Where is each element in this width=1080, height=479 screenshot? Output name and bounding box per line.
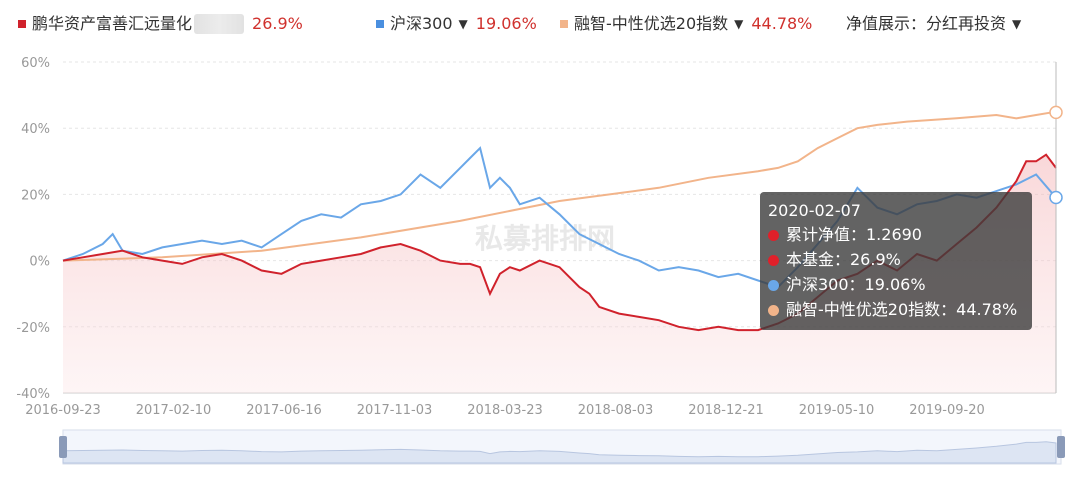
tooltip-row-hs300: 沪深300：19.06% bbox=[768, 274, 926, 296]
blurred-name-mask bbox=[194, 14, 245, 34]
legend-item-fund[interactable]: 鹏华资产富善汇远量化 26.9% bbox=[18, 13, 303, 35]
tooltip-dot-index bbox=[768, 304, 779, 316]
x-tick-label: 2018-12-21 bbox=[688, 403, 764, 418]
y-tick-label: -20% bbox=[16, 321, 50, 336]
x-tick-label: 2018-03-23 bbox=[467, 403, 543, 418]
y-tick-label: 20% bbox=[21, 188, 50, 203]
tooltip-text-index: 融智-中性优选20指数：44.78% bbox=[786, 300, 1018, 319]
display-mode-label: 净值展示： bbox=[846, 14, 927, 33]
x-tick-label: 2017-11-03 bbox=[357, 403, 433, 418]
chart-legend: 鹏华资产富善汇远量化 26.9% 沪深300 ▼ 19.06% 融智-中性优选2… bbox=[0, 0, 1080, 48]
watermark: 私募排排网 bbox=[475, 222, 615, 255]
series-line-index bbox=[62, 110, 1057, 262]
legend-item-hs300[interactable]: 沪深300 ▼ 19.06% bbox=[376, 13, 537, 35]
tooltip-text-fund: 本基金：26.9% bbox=[786, 250, 901, 269]
legend-swatch-fund bbox=[18, 20, 26, 28]
y-tick-label: 0% bbox=[29, 255, 50, 270]
legend-label-index: 融智-中性优选20指数 bbox=[574, 14, 729, 33]
y-tick-label: 40% bbox=[21, 122, 50, 137]
tooltip-dot-nav bbox=[768, 229, 779, 241]
tooltip-date: 2020-02-07 bbox=[768, 201, 861, 220]
legend-label-fund: 鹏华资产富善汇远量化 bbox=[32, 14, 193, 33]
chart-tooltip: 2020-02-07 累计净值：1.2690 本基金：26.9% 沪深300：1… bbox=[760, 192, 1032, 330]
x-axis-labels: 2016-09-23 2017-02-10 2017-06-16 2017-11-03… bbox=[25, 403, 985, 418]
x-tick-label: 2018-08-03 bbox=[578, 403, 654, 418]
hover-point-index bbox=[1049, 105, 1063, 120]
y-tick-label: 60% bbox=[21, 56, 50, 71]
hover-point-hs300 bbox=[1049, 190, 1063, 205]
y-tick-label: -40% bbox=[16, 387, 50, 402]
tooltip-dot-fund bbox=[768, 254, 779, 266]
slider-left-handle[interactable] bbox=[59, 436, 67, 458]
tooltip-dot-hs300 bbox=[768, 279, 779, 291]
x-tick-label: 2017-02-10 bbox=[136, 403, 212, 418]
legend-swatch-index bbox=[560, 20, 568, 28]
fund-area bbox=[63, 154, 1056, 393]
tooltip-row-fund: 本基金：26.9% bbox=[768, 249, 901, 271]
y-axis-labels: 60% 40% 20% 0% -20% -40% bbox=[16, 56, 50, 402]
chevron-down-icon[interactable]: ▼ bbox=[734, 17, 744, 31]
tooltip-row-index: 融智-中性优选20指数：44.78% bbox=[768, 299, 1017, 321]
legend-pct-hs300: 19.06% bbox=[475, 14, 537, 33]
tooltip-row-nav: 累计净值：1.2690 bbox=[768, 224, 922, 246]
display-mode-dropdown[interactable]: 净值展示： 分红再投资 ▼ bbox=[846, 13, 1021, 35]
display-mode-value[interactable]: 分红再投资 bbox=[926, 14, 1007, 33]
slider-right-handle[interactable] bbox=[1057, 436, 1065, 458]
x-tick-label: 2019-09-20 bbox=[909, 403, 985, 418]
tooltip-text-hs300: 沪深300：19.06% bbox=[786, 275, 926, 294]
x-tick-label: 2017-06-16 bbox=[246, 403, 322, 418]
slider-sparkline bbox=[62, 441, 1057, 464]
range-slider[interactable] bbox=[59, 429, 1065, 465]
x-tick-label: 2019-05-10 bbox=[799, 403, 875, 418]
tooltip-text-nav: 累计净值：1.2690 bbox=[786, 225, 922, 244]
legend-item-index[interactable]: 融智-中性优选20指数 ▼ 44.78% bbox=[560, 13, 812, 35]
legend-pct-index: 44.78% bbox=[751, 14, 813, 33]
legend-swatch-hs300 bbox=[376, 20, 384, 28]
chevron-down-icon[interactable]: ▼ bbox=[1012, 17, 1022, 31]
legend-label-hs300: 沪深300 bbox=[390, 14, 453, 33]
legend-pct-fund: 26.9% bbox=[252, 14, 303, 33]
x-tick-label: 2016-09-23 bbox=[25, 403, 101, 418]
chevron-down-icon[interactable]: ▼ bbox=[458, 17, 468, 31]
